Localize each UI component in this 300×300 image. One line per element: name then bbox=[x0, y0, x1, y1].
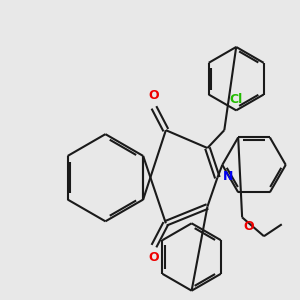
Text: N: N bbox=[223, 170, 234, 183]
Text: Cl: Cl bbox=[230, 93, 243, 106]
Text: O: O bbox=[149, 251, 159, 265]
Text: O: O bbox=[244, 220, 254, 233]
Text: O: O bbox=[149, 89, 159, 102]
